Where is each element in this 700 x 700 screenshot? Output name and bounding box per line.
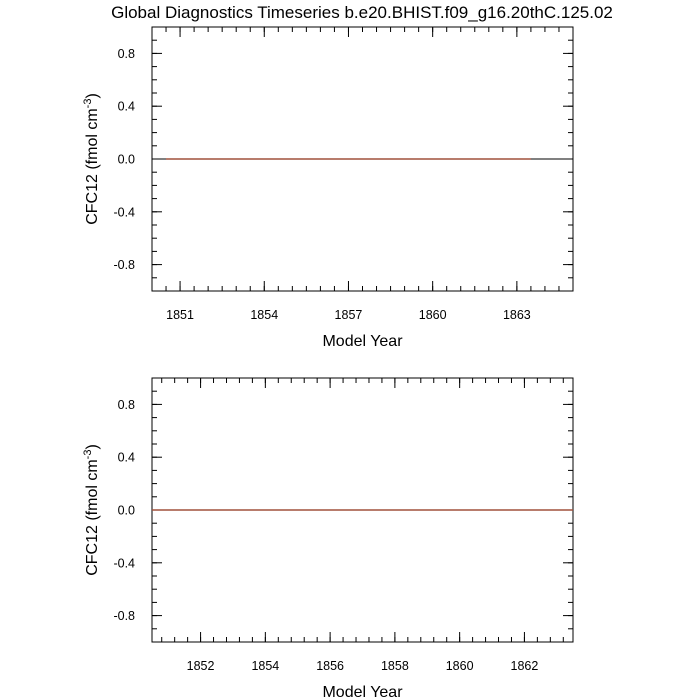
chart-0-x-tick-label: 1863 xyxy=(503,308,531,322)
chart-0-x-axis-label: Model Year xyxy=(322,333,403,350)
chart-0-y-tick-label: -0.4 xyxy=(113,205,135,219)
chart-panel-bottom: 1852 1854 1856 1858 1860 1862 0.8 0.4 0.0 -0.4 -0.… xyxy=(82,377,574,700)
chart-0-y-axis-label: CFC12 (fmol cm-3) xyxy=(82,93,101,225)
chart-1-x-tick-label: 1862 xyxy=(511,659,539,673)
chart-0-y-tick-label: 0.0 xyxy=(118,153,135,167)
chart-1-y-tick-label: -0.8 xyxy=(113,609,135,623)
chart-0-x-tick-label: 1854 xyxy=(250,308,278,322)
chart-1-x-tick-label: 1860 xyxy=(446,659,474,673)
chart-1-y-tick-label: 0.4 xyxy=(118,451,135,465)
chart-1-x-tick-label: 1854 xyxy=(251,659,279,673)
chart-0-x-tick-label: 1857 xyxy=(335,308,363,322)
chart-1-y-tick-label: -0.4 xyxy=(113,556,135,570)
chart-0-y-tick-label: -0.8 xyxy=(113,258,135,272)
chart-0-y-tick-label: 0.4 xyxy=(118,100,135,114)
chart-title: Global Diagnostics Timeseries b.e20.BHIS… xyxy=(111,3,613,22)
chart-1-x-tick-label: 1856 xyxy=(316,659,344,673)
chart-panel-top: 1851 1854 1857 1860 1863 0.8 0.4 0.0 -0.4 -0.8 Mod… xyxy=(82,26,574,350)
chart-1-y-tick-label: 0.8 xyxy=(118,398,135,412)
chart-1-x-tick-label: 1858 xyxy=(381,659,409,673)
chart-1-x-tick-label: 1852 xyxy=(187,659,215,673)
chart-0-x-tick-label: 1851 xyxy=(166,308,194,322)
chart-1-y-axis-label: CFC12 (fmol cm-3) xyxy=(82,444,101,576)
chart-0-x-tick-label: 1860 xyxy=(419,308,447,322)
chart-0-y-tick-label: 0.8 xyxy=(118,47,135,61)
chart-1-x-axis-label: Model Year xyxy=(322,684,403,700)
chart-1-y-tick-label: 0.0 xyxy=(118,504,135,518)
